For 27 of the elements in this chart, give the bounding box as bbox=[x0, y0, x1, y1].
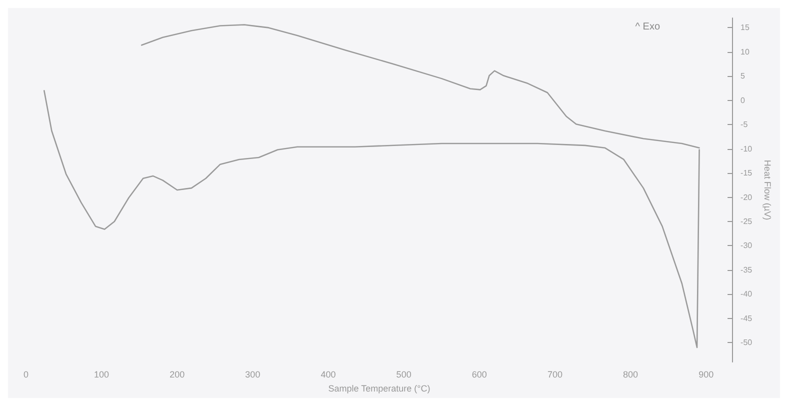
x-tick-label: 800 bbox=[623, 370, 638, 380]
x-tick-label: 900 bbox=[698, 370, 714, 380]
y-tick-label: -5 bbox=[740, 120, 748, 130]
y-tick-label: -20 bbox=[740, 192, 753, 202]
y-tick-label: -10 bbox=[740, 144, 753, 154]
x-tick-label: 600 bbox=[472, 370, 487, 380]
x-tick-label: 700 bbox=[547, 370, 562, 380]
y-tick-label: 5 bbox=[740, 72, 746, 81]
annotation: ^ Exo bbox=[635, 22, 660, 32]
y-tick-label: 0 bbox=[740, 96, 746, 105]
x-tick-label: 400 bbox=[320, 370, 336, 380]
x-tick-label: 500 bbox=[396, 370, 412, 380]
x-tick-label: 0 bbox=[23, 370, 29, 380]
y-tick-label: 15 bbox=[740, 23, 750, 32]
y-tick-label: -30 bbox=[740, 241, 753, 250]
y-tick-label: -45 bbox=[740, 314, 753, 323]
y-tick-label: -40 bbox=[740, 290, 753, 299]
x-tick-label: 100 bbox=[94, 370, 110, 380]
y-tick-label: -25 bbox=[740, 216, 753, 226]
y-tick-label: -35 bbox=[740, 265, 753, 274]
y-tick-label: -50 bbox=[740, 338, 753, 348]
x-axis-title: Sample Temperature (°C) bbox=[328, 383, 430, 394]
x-tick-label: 300 bbox=[245, 370, 260, 380]
y-tick-label: -15 bbox=[740, 168, 753, 178]
x-tick-label: 200 bbox=[170, 370, 185, 380]
y-axis-title: Heat Flow (µV) bbox=[762, 160, 772, 220]
y-tick-label: 10 bbox=[740, 47, 750, 56]
